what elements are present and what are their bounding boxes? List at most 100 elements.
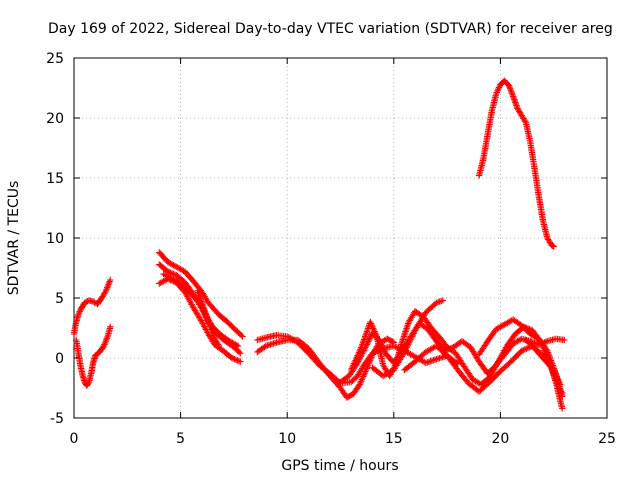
data-point-marker (532, 340, 540, 347)
data-point-marker (402, 345, 410, 353)
data-point-marker (210, 332, 217, 339)
data-point-marker (507, 87, 514, 94)
data-point-marker (239, 333, 246, 340)
data-point-marker (401, 348, 408, 356)
data-point-marker (107, 276, 114, 284)
data-point-marker (366, 335, 373, 342)
y-tick-label: 25 (46, 51, 64, 67)
x-tick-label: 25 (598, 431, 616, 447)
series-arc-12 (369, 297, 447, 380)
data-point-marker (506, 85, 514, 92)
y-tick-label: 15 (46, 171, 64, 187)
data-point-marker (370, 349, 378, 356)
data-point-marker (100, 342, 108, 350)
data-point-marker (170, 270, 177, 278)
x-tick-label: 0 (70, 431, 79, 447)
data-point-marker (209, 330, 217, 338)
data-point-marker (214, 341, 222, 348)
data-point-marker (524, 344, 532, 352)
data-point-marker (168, 270, 176, 277)
data-point-marker (101, 341, 108, 348)
data-point-marker (101, 289, 109, 296)
data-point-marker (102, 287, 110, 294)
x-tick-label: 5 (176, 431, 185, 447)
data-point-marker (405, 339, 413, 346)
data-point-marker (229, 355, 237, 362)
series-arc-11 (347, 308, 566, 396)
data-point-marker (408, 333, 416, 340)
x-tick-label: 20 (491, 431, 509, 447)
data-point-marker (407, 336, 414, 343)
data-point-marker (543, 346, 550, 353)
x-tick-label: 10 (278, 431, 296, 447)
data-point-marker (237, 350, 244, 357)
y-tick-label: 5 (55, 291, 64, 307)
series-arc-16 (475, 77, 557, 250)
y-tick-label: 10 (46, 231, 64, 247)
data-point-marker (107, 323, 114, 330)
series-arc-1 (70, 276, 114, 338)
y-axis-label: SDTVAR / TECUs (6, 181, 22, 296)
data-point-marker (405, 341, 412, 348)
data-point-marker (103, 286, 110, 293)
data-point-marker (232, 356, 240, 363)
data-point-marker (369, 350, 376, 357)
y-tick-label: 0 (55, 351, 64, 367)
data-point-marker (104, 282, 112, 290)
y-tick-label: 20 (46, 111, 64, 127)
chart-title: Day 169 of 2022, Sidereal Day-to-day VTE… (48, 21, 613, 37)
data-point-marker (505, 82, 513, 89)
data-point-marker (235, 348, 243, 356)
series-arc-9 (254, 332, 461, 387)
x-axis-label: GPS time / hours (281, 458, 398, 474)
data-point-marker (105, 279, 113, 287)
data-point-marker (104, 333, 111, 340)
data-point-marker (509, 91, 516, 99)
series-arc-7 (194, 287, 223, 350)
y-tick-label: -5 (50, 411, 64, 427)
data-markers (70, 77, 568, 412)
data-point-marker (210, 334, 218, 341)
data-point-marker (402, 347, 409, 354)
data-point-marker (261, 343, 268, 351)
data-point-marker (367, 334, 374, 341)
data-point-marker (207, 324, 214, 332)
x-tick-label: 15 (385, 431, 403, 447)
series-arc-2 (72, 323, 114, 389)
data-point-marker (392, 343, 399, 350)
grid (74, 58, 607, 418)
data-point-marker (549, 242, 556, 249)
data-point-marker (406, 338, 413, 345)
data-point-marker (101, 339, 109, 347)
plot-frame (73, 57, 608, 419)
data-point-marker (561, 336, 568, 344)
data-point-marker (409, 331, 417, 339)
data-point-marker (85, 380, 92, 387)
data-point-marker (207, 326, 215, 333)
data-point-marker (105, 281, 112, 288)
data-point-marker (237, 358, 244, 365)
data-point-marker (547, 363, 554, 370)
axis-ticks: 0 5 10 15 20 25 -5 0 5 10 15 20 25 (46, 51, 616, 447)
data-point-marker (403, 344, 410, 351)
data-point-marker (102, 338, 109, 345)
data-point-marker (550, 243, 557, 250)
data-point-marker (233, 342, 240, 349)
data-point-marker (518, 347, 525, 354)
data-point-marker (228, 354, 235, 362)
data-point-marker (215, 342, 223, 350)
data-point-marker (508, 90, 516, 97)
data-point-marker (521, 346, 528, 353)
series-arc-15 (522, 336, 566, 412)
data-point-marker (521, 118, 529, 125)
data-point-marker (235, 357, 243, 365)
data-point-marker (520, 346, 527, 354)
data-point-marker (508, 88, 515, 95)
data-point-marker (231, 356, 238, 363)
data-point-marker (106, 278, 113, 285)
data-point-marker (439, 297, 447, 304)
data-point-marker (404, 342, 411, 350)
data-point-marker (208, 327, 215, 335)
data-point-marker (234, 357, 241, 364)
data-point-marker (103, 284, 111, 291)
